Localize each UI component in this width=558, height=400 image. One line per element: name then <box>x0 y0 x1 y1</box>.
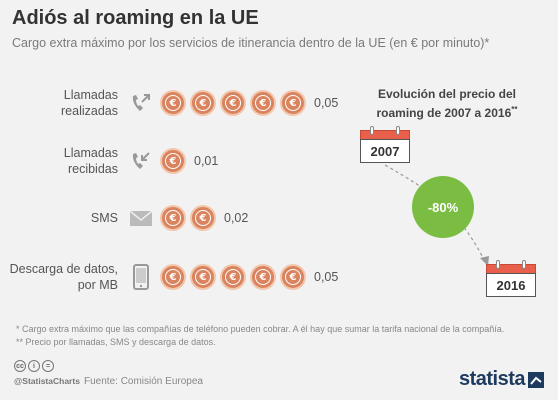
coin-bar: € € € € € <box>160 90 306 116</box>
brand-name: statista <box>458 368 526 390</box>
euro-coin-icon: € <box>250 264 276 290</box>
coin-bar: € € <box>160 205 216 231</box>
category-label-line: por MB <box>77 278 118 292</box>
footnote-1: * Cargo extra máximo que las compañías d… <box>16 324 505 334</box>
calendar-icon-end: 2016 <box>486 258 536 298</box>
euro-coin-icon: € <box>280 90 306 116</box>
coin-bar: € € € € € <box>160 264 306 290</box>
license-icons: cc i = <box>14 360 54 372</box>
coin-bar: € <box>160 148 186 174</box>
calendar-icon-start: 2007 <box>360 124 410 164</box>
phone-outgoing-icon <box>128 90 154 116</box>
chart-title: Adiós al roaming en la UE <box>12 7 259 29</box>
category-label: Llamadas recibidas <box>64 145 118 177</box>
category-label-line: Llamadas <box>63 88 118 102</box>
value-label: 0,05 <box>314 270 339 284</box>
category-label: SMS <box>91 210 118 226</box>
phone-incoming-icon <box>128 148 154 174</box>
category-label: Descarga de datos, por MB <box>10 261 118 293</box>
year-end: 2016 <box>486 273 536 297</box>
value-label: 0,02 <box>224 211 249 225</box>
brand-logo[interactable]: statista <box>459 368 544 391</box>
euro-coin-icon: € <box>280 264 306 290</box>
chart-subtitle: Cargo extra máximo por los servicios de … <box>12 36 490 50</box>
attribution-icon: i <box>28 360 40 372</box>
value-label: 0,01 <box>194 154 219 168</box>
euro-coin-icon: € <box>160 264 186 290</box>
euro-coin-icon: € <box>190 264 216 290</box>
category-label-line: recibidas <box>67 162 118 176</box>
euro-coin-icon: € <box>160 205 186 231</box>
euro-coin-icon: € <box>220 264 246 290</box>
envelope-icon <box>128 205 154 231</box>
evolution-title-line1: Evolución del precio del <box>377 87 517 101</box>
license-handle: @StatistaCharts <box>14 376 80 386</box>
euro-coin-icon: € <box>250 90 276 116</box>
category-label-line: realizadas <box>61 104 118 118</box>
no-derivatives-icon: = <box>42 360 54 372</box>
category-label: Llamadas realizadas <box>61 87 118 119</box>
euro-coin-icon: € <box>190 205 216 231</box>
change-badge: -80% <box>412 176 474 238</box>
category-label-line: Llamadas <box>63 146 118 160</box>
category-label-line: Descarga de datos, <box>9 262 118 276</box>
value-label: 0,05 <box>314 96 339 110</box>
year-start: 2007 <box>360 139 410 163</box>
evolution-title-line2: roaming de 2007 a 2016 <box>376 106 512 120</box>
euro-coin-icon: € <box>160 90 186 116</box>
source: Fuente: Comisión Europea <box>84 376 203 387</box>
category-label-line: SMS <box>90 211 118 225</box>
smartphone-icon <box>128 264 154 290</box>
brand-mark-icon <box>528 371 544 388</box>
euro-coin-icon: € <box>220 90 246 116</box>
footnote-2: ** Precio por llamadas, SMS y descarga d… <box>16 337 216 347</box>
euro-coin-icon: € <box>160 148 186 174</box>
evolution-title-mark: ** <box>511 105 518 114</box>
cc-icon: cc <box>14 360 26 372</box>
evolution-title: Evolución del precio del roaming de 2007… <box>367 87 527 121</box>
euro-coin-icon: € <box>190 90 216 116</box>
